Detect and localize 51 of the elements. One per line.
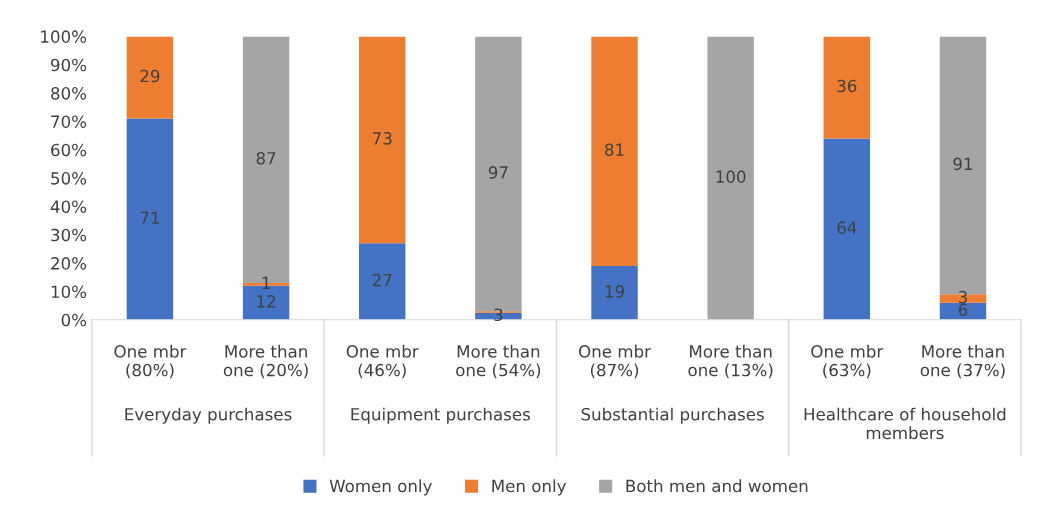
- x-tick-label: More than one (13%): [688, 344, 773, 379]
- data-label: 6: [958, 303, 968, 317]
- y-tick-label: 10%: [51, 285, 87, 299]
- y-tick-label: 60%: [51, 143, 87, 157]
- y-tick-label: 90%: [51, 58, 87, 72]
- y-tick-label: 0%: [61, 313, 87, 327]
- y-tick-label: 50%: [51, 172, 87, 185]
- y-tick-label: 30%: [51, 228, 87, 242]
- legend-label: Both men and women: [626, 479, 808, 493]
- y-tick-label: 70%: [51, 115, 87, 128]
- x-tick-label: One mbr (63%): [811, 344, 884, 379]
- data-label: 29: [140, 69, 160, 83]
- y-tick-label: 80%: [51, 87, 87, 100]
- x-tick-label: More than one (20%): [223, 344, 308, 379]
- data-label: 97: [488, 166, 508, 179]
- text: Substantial purchases: [581, 407, 764, 424]
- y-tick-label: 40%: [50, 200, 87, 214]
- bar: [359, 243, 406, 320]
- text: Healthcare of household members: [804, 407, 1006, 440]
- x-tick-label: One mbr (80%): [114, 344, 187, 379]
- bar: [823, 36, 871, 139]
- bar: [359, 36, 406, 244]
- y-tick-label: 100%: [41, 30, 87, 43]
- x-tick-label: More than one (37%): [920, 344, 1005, 379]
- x-tick-label: More than one (54%): [456, 344, 541, 379]
- y-tick-label: 20%: [51, 257, 87, 270]
- data-label: 36: [837, 79, 857, 93]
- data-label: 19: [605, 285, 624, 298]
- data-label: 100: [716, 170, 746, 183]
- data-label: 64: [837, 221, 857, 234]
- x-tick-label: One mbr (46%): [346, 344, 419, 379]
- data-label: 81: [605, 143, 624, 157]
- data-label: 1: [262, 276, 270, 289]
- data-label: 12: [257, 295, 276, 308]
- data-label: 87: [256, 151, 276, 165]
- x-tick-label: One mbr (87%): [579, 344, 651, 379]
- data-label: 71: [140, 211, 160, 224]
- legend-label: Men only: [492, 479, 567, 496]
- bar: [126, 118, 174, 320]
- data-label: 3: [958, 290, 967, 304]
- bar: [126, 36, 174, 119]
- data-label: 27: [372, 273, 392, 287]
- data-label: 91: [953, 157, 973, 171]
- text: Equipment purchases: [351, 407, 530, 424]
- data-label: 73: [373, 132, 392, 145]
- bar: [707, 36, 754, 320]
- legend-label: Women only: [329, 479, 432, 496]
- bar: [591, 36, 638, 266]
- bar: [591, 265, 638, 320]
- bar: [823, 138, 871, 320]
- text: Everyday purchases: [125, 407, 292, 424]
